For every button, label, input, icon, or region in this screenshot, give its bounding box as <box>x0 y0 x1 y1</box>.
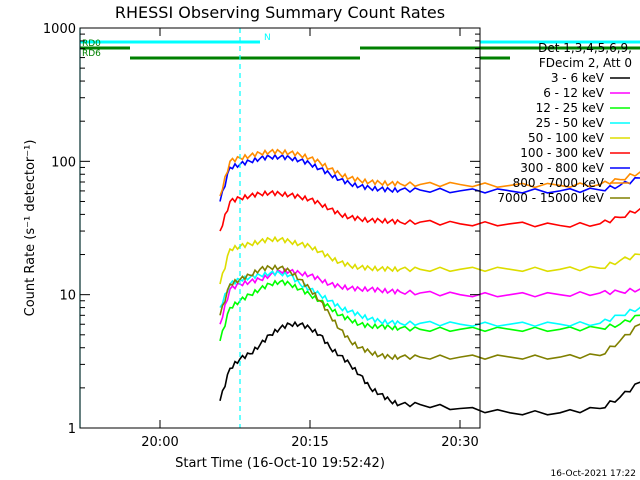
x-tick-label: 20:00 <box>141 435 178 450</box>
legend-entry-label: 50 - 100 keV <box>528 131 605 145</box>
series-line <box>219 270 640 328</box>
flag-label: RD0 <box>82 39 101 49</box>
legend-header: Det 1,3,4,5,6,9, <box>538 41 632 55</box>
x-tick-label: 20:15 <box>291 435 328 450</box>
legend-entry-label: 25 - 50 keV <box>536 116 605 130</box>
y-tick-label: 1 <box>68 422 76 437</box>
legend-entry-label: 300 - 800 keV <box>520 161 604 175</box>
series-line <box>219 153 640 202</box>
series-line <box>219 189 640 232</box>
flag-label: N <box>264 33 271 43</box>
legend-entry-label: 7000 - 15000 keV <box>497 191 604 205</box>
legend: Det 1,3,4,5,6,9,FDecim 2, Att 03 - 6 keV… <box>497 41 632 205</box>
legend-entry-label: 100 - 300 keV <box>520 146 604 160</box>
footer-date: 16-Oct-2021 17:22 <box>551 469 636 479</box>
x-tick-label: 20:30 <box>441 435 478 450</box>
x-axis-label: Start Time (16-Oct-10 19:52:42) <box>175 456 385 471</box>
series-line <box>219 235 640 285</box>
series-line <box>219 279 640 342</box>
chart-title: RHESSI Observing Summary Count Rates <box>115 3 445 22</box>
y-tick-label: 10 <box>59 289 76 304</box>
legend-entry-label: 3 - 6 keV <box>551 71 605 85</box>
legend-entry-label: 800 - 7000 keV <box>513 176 605 190</box>
legend-entry-label: 12 - 25 keV <box>536 101 605 115</box>
plot-frame <box>79 27 481 429</box>
y-tick-label: 1000 <box>43 22 76 37</box>
series-line <box>219 267 640 325</box>
legend-entry-label: 6 - 12 keV <box>543 86 605 100</box>
legend-header: FDecim 2, Att 0 <box>539 56 632 70</box>
series-line <box>219 320 640 416</box>
y-axis-label: Count Rate (s⁻¹ detector⁻¹) <box>23 140 38 317</box>
series-lines <box>219 148 640 416</box>
axis-ticks: 20:00 20:15 20:30 1 10 100 1000 <box>43 22 480 450</box>
series-line <box>219 148 640 197</box>
series-line <box>219 263 640 361</box>
y-tick-label: 100 <box>51 155 76 170</box>
flag-label: RD6 <box>82 49 101 59</box>
